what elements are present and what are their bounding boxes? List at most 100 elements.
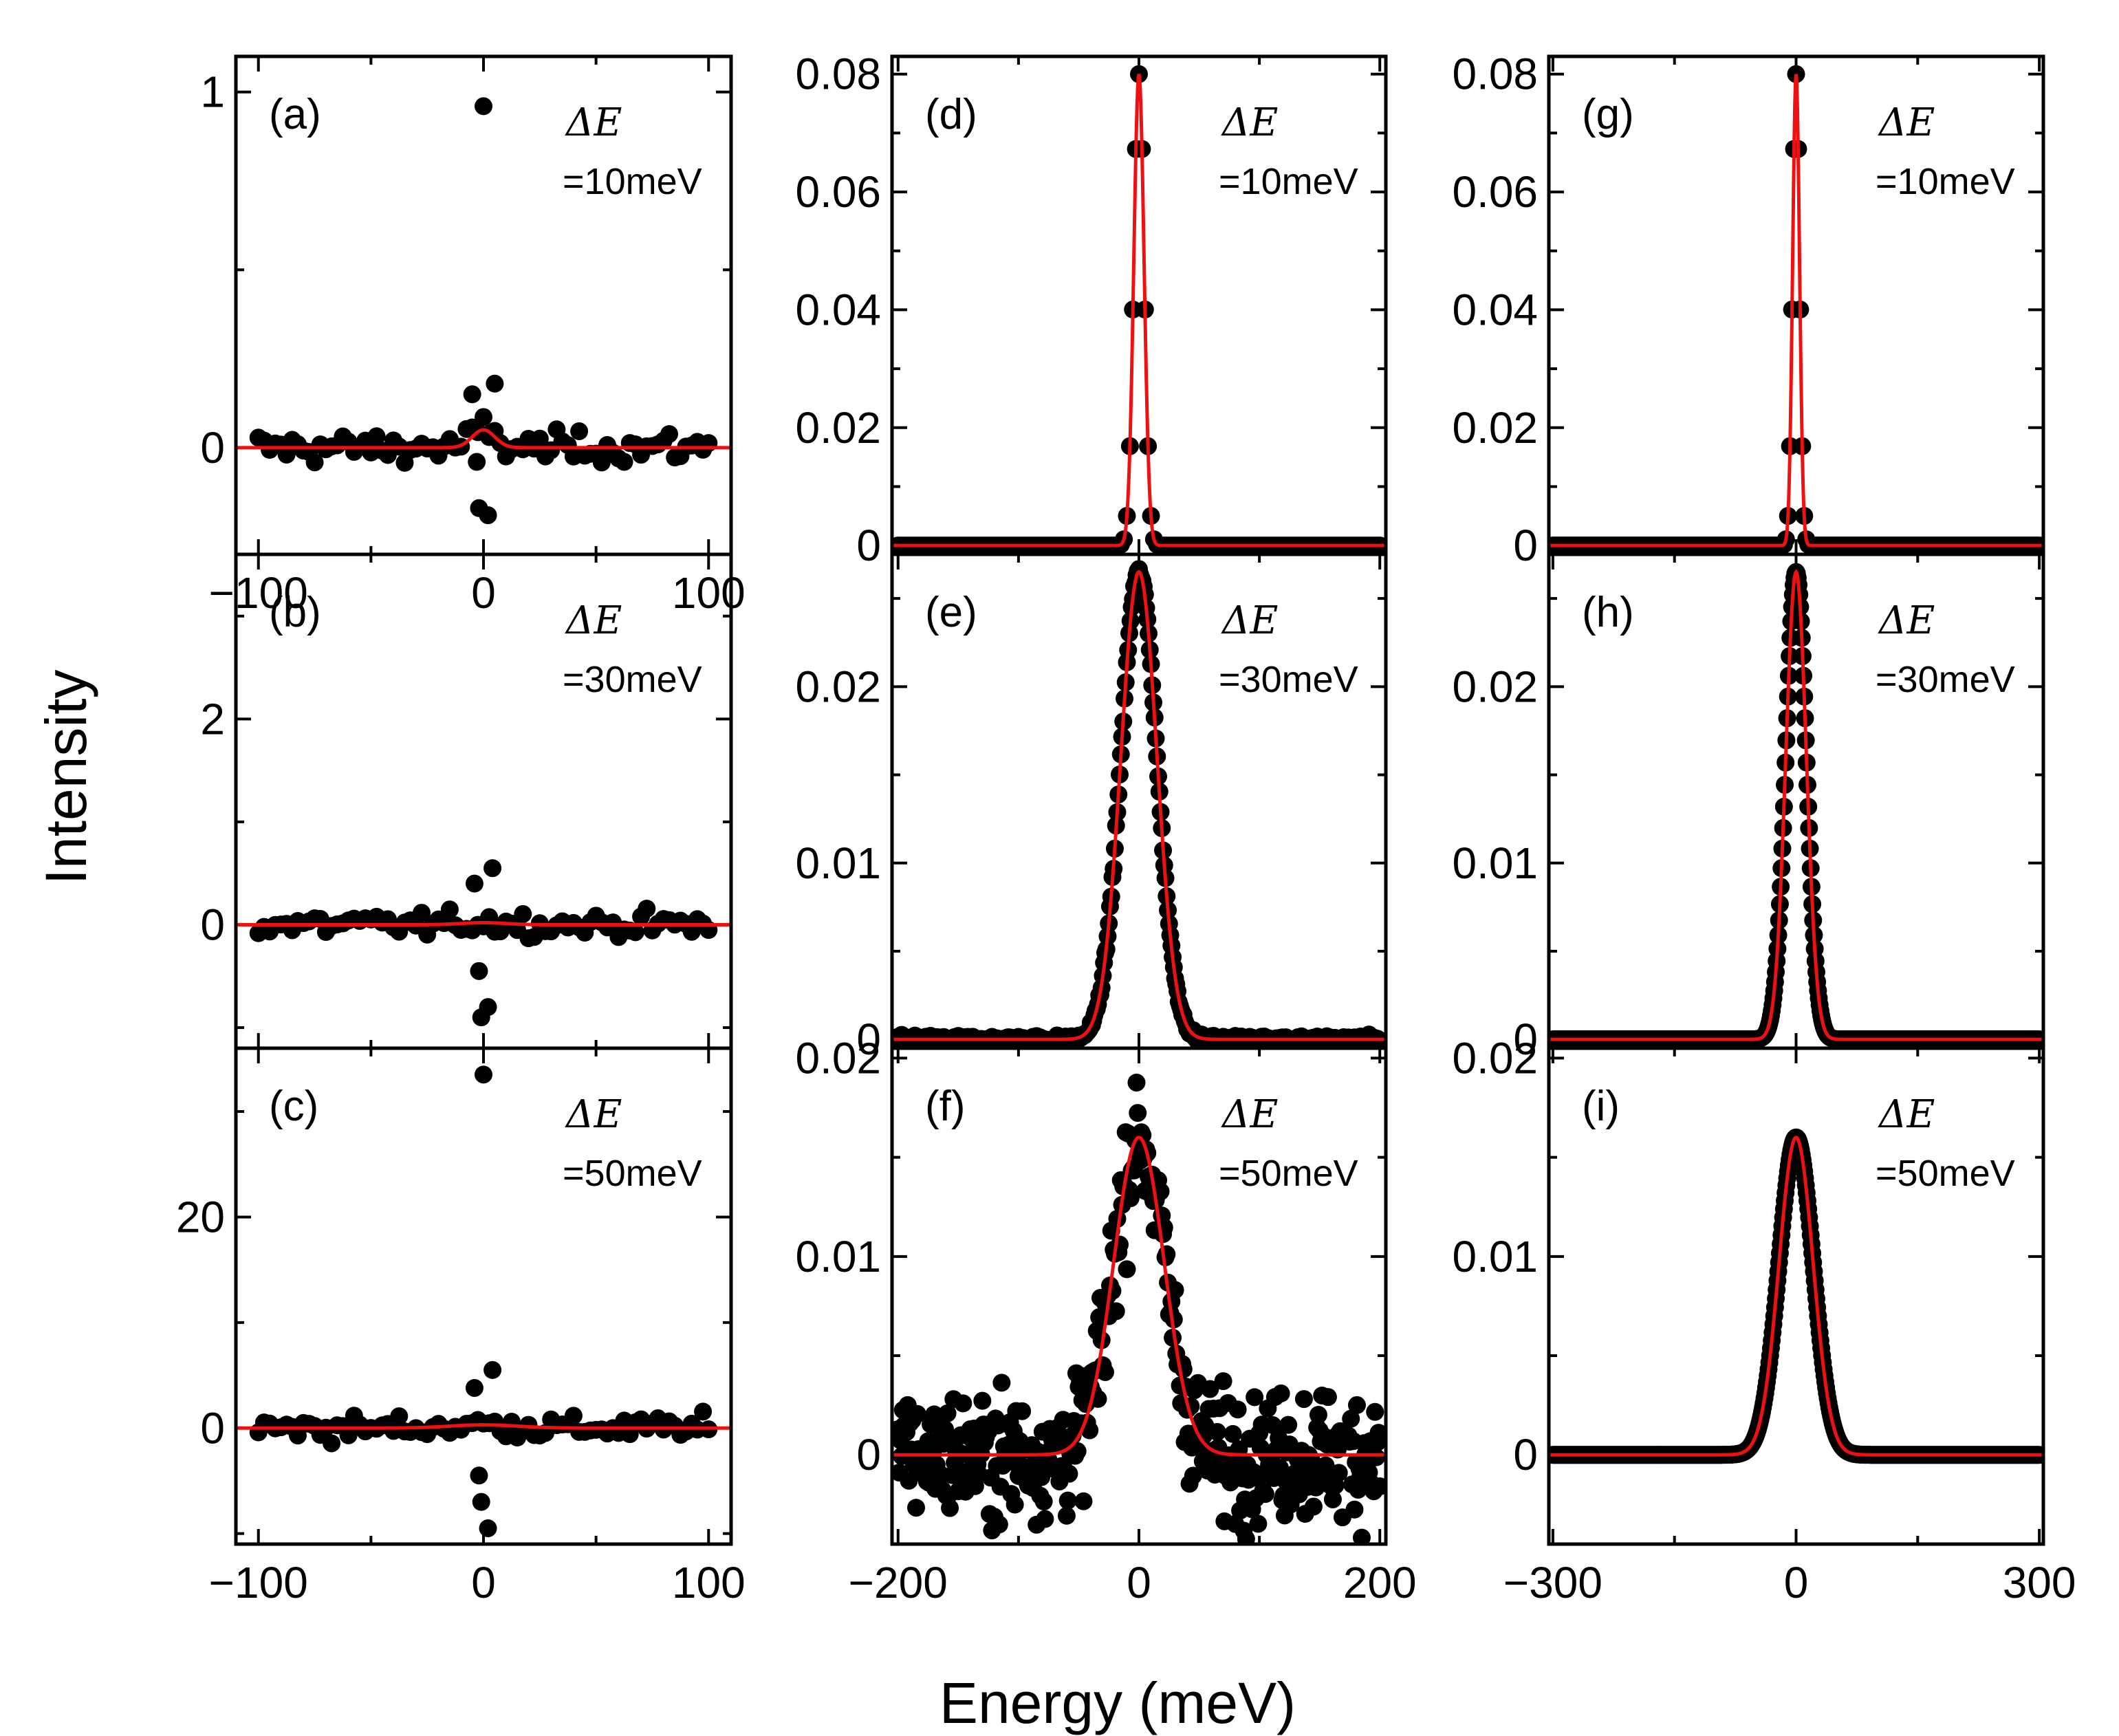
- y-tick-label: 0: [1513, 1015, 1538, 1064]
- panel-label: (c): [269, 1083, 318, 1130]
- data-points-e: [892, 560, 1386, 1048]
- x-tick-label: 100: [672, 568, 746, 618]
- panel-label: (e): [925, 589, 977, 636]
- y-tick-label: 0.08: [795, 50, 881, 99]
- data-point: [1034, 1493, 1053, 1511]
- data-point: [1224, 1424, 1242, 1443]
- data-point: [367, 427, 386, 446]
- delta-e-value: =50meV: [1876, 1153, 2015, 1194]
- data-point: [1369, 1424, 1386, 1442]
- data-point: [1057, 1506, 1076, 1525]
- y-tick-label: 0.06: [1452, 167, 1538, 217]
- panel-label: (i): [1582, 1083, 1620, 1130]
- data-point: [1214, 1372, 1232, 1391]
- fit-curve: [236, 921, 731, 926]
- x-tick-label: −200: [849, 1558, 948, 1607]
- y-tick-label: 0: [856, 1430, 881, 1479]
- data-point: [486, 374, 504, 393]
- fit-curve: [892, 569, 1386, 1041]
- delta-e-value: =10meV: [563, 161, 702, 202]
- data-point: [1237, 1530, 1255, 1544]
- delta-e-value: =10meV: [1876, 161, 2015, 202]
- data-point: [1371, 1477, 1386, 1495]
- data-point: [475, 97, 492, 116]
- data-point: [1309, 1405, 1327, 1424]
- fit-curve: [892, 74, 1386, 547]
- data-point: [1166, 1281, 1184, 1299]
- data-point: [1228, 1400, 1247, 1419]
- data-points-b: [236, 859, 731, 1289]
- data-point: [1068, 1442, 1087, 1460]
- data-point: [1184, 1466, 1202, 1485]
- y-tick-label: 0: [856, 521, 881, 570]
- data-point: [615, 453, 633, 471]
- data-point: [1208, 1422, 1226, 1441]
- data-point: [475, 408, 492, 426]
- y-tick-label: 0.02: [1452, 662, 1538, 711]
- fit-curve: [892, 1136, 1386, 1457]
- data-point: [1272, 1384, 1290, 1402]
- y-tick-label: 0: [200, 900, 225, 950]
- x-tick-label: 0: [1784, 1558, 1809, 1607]
- data-point: [1201, 1380, 1219, 1398]
- data-point: [1118, 1260, 1136, 1279]
- data-point: [973, 1391, 992, 1410]
- data-point: [907, 1499, 926, 1517]
- data-point: [470, 1466, 488, 1485]
- y-tick-label: 0: [1513, 521, 1538, 570]
- data-point: [483, 859, 502, 878]
- x-tick-label: −100: [209, 1558, 308, 1607]
- delta-e-symbol: ΔE: [1221, 598, 1278, 643]
- panel-b: 0 2 (b) ΔE =30meV: [200, 552, 733, 1289]
- y-tick-label: 0.01: [795, 1232, 881, 1281]
- data-point: [305, 453, 324, 472]
- data-point: [339, 1426, 358, 1444]
- data-point: [475, 1271, 492, 1289]
- data-point: [1246, 1388, 1264, 1407]
- delta-e-value: =50meV: [1219, 1153, 1358, 1194]
- data-points-g: [1549, 65, 2043, 554]
- data-point: [1103, 1281, 1122, 1300]
- data-point: [1096, 1363, 1114, 1381]
- data-point: [1164, 1310, 1183, 1329]
- fit-curve: [1549, 1136, 2043, 1457]
- delta-e-symbol: ΔE: [565, 598, 622, 643]
- data-point: [626, 923, 644, 942]
- data-point: [465, 1378, 483, 1397]
- delta-e-symbol: ΔE: [1878, 598, 1935, 643]
- panel-a: 0 1 −100 0 100 (a) ΔE =10meV: [200, 54, 746, 618]
- data-point: [323, 1434, 341, 1453]
- panel-c: 0 20 −100 0 100 (c) ΔE =50meV: [176, 1046, 746, 1607]
- delta-e-value: =30meV: [1876, 659, 2015, 700]
- data-point: [1294, 1390, 1313, 1409]
- y-tick-label: 0.01: [1452, 1232, 1538, 1281]
- data-points-a: [236, 97, 731, 525]
- y-tick-label: 0.02: [1452, 1033, 1538, 1083]
- data-point: [1304, 1497, 1323, 1516]
- y-axis-title: Intensity: [34, 670, 98, 885]
- x-tick-label: 0: [471, 568, 496, 618]
- data-point: [1158, 1245, 1176, 1263]
- data-point: [1318, 1388, 1337, 1407]
- axes-frame: [890, 1046, 1388, 1546]
- data-point: [564, 1407, 583, 1425]
- y-tick-label: 0.02: [1452, 403, 1538, 453]
- panel-i: 0 0.01 0.02 −300 0 300 (i) ΔE =50meV: [1452, 1033, 2076, 1607]
- y-tick-label: 20: [176, 1192, 225, 1241]
- data-point: [277, 445, 296, 464]
- y-tick-label: 0: [856, 1015, 881, 1064]
- delta-e-symbol: ΔE: [565, 1092, 622, 1137]
- delta-e-value: =30meV: [563, 659, 702, 700]
- data-point: [660, 425, 678, 444]
- delta-e-value: =50meV: [563, 1153, 702, 1194]
- x-tick-label: 0: [1127, 1558, 1151, 1607]
- panel-h: 0 0.01 0.02 (h) ΔE =30meV: [1452, 552, 2045, 1064]
- data-point: [638, 900, 656, 918]
- y-tick-label: 0.01: [1452, 838, 1538, 888]
- panels: 0 1 −100 0 100 (a) ΔE =10meV 0 2 (b) ΔE =30meV 0 20 −10…: [176, 50, 2076, 1607]
- data-point: [472, 1493, 490, 1511]
- data-point: [1256, 1485, 1274, 1504]
- data-point: [1249, 1515, 1268, 1533]
- data-points-f: [892, 1073, 1386, 1544]
- data-point: [1107, 1302, 1125, 1321]
